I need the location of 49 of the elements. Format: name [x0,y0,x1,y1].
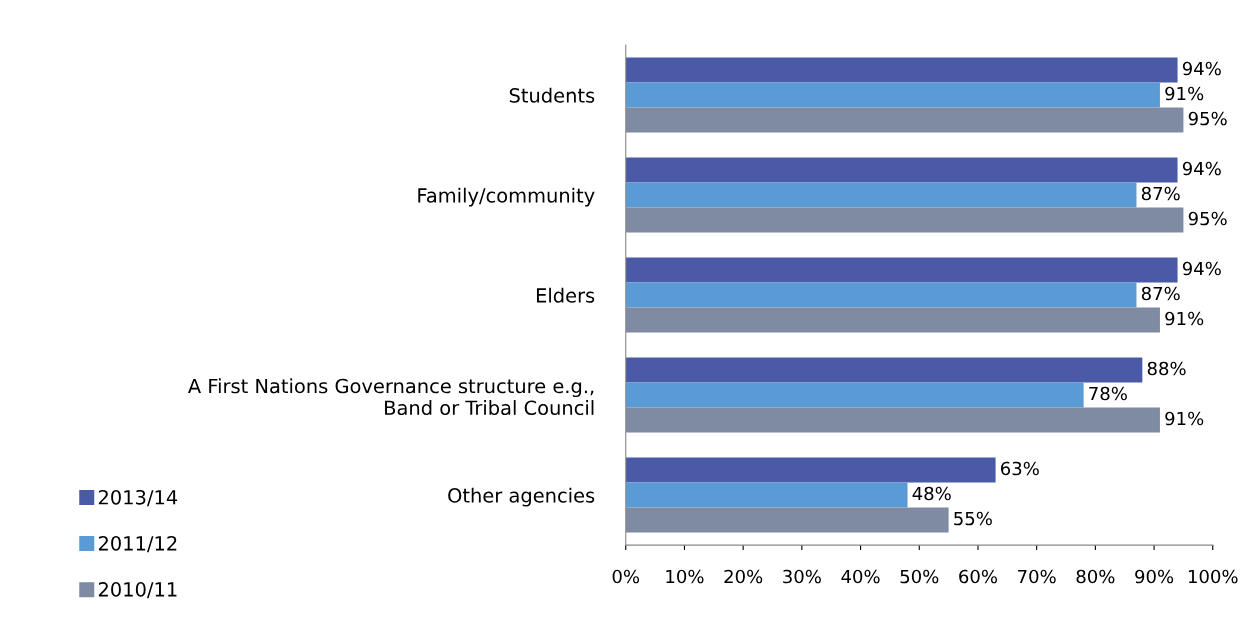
x-tick-label: 20% [724,569,763,584]
data-label: 94% [1182,261,1221,276]
bar [625,182,1137,208]
legend-label: 2013/14 [98,489,178,507]
data-label: 91% [1165,86,1204,101]
data-label: 48% [912,486,951,501]
legend-label: 2010/11 [98,582,177,599]
x-tick-label: 30% [783,569,821,584]
data-label: 94% [1182,61,1221,76]
bar [625,107,1184,133]
x-tick-label: 70% [1018,569,1056,584]
y-tick-label: Other agencies [448,487,595,507]
bar [625,257,1178,283]
bar [625,407,1160,433]
x-tick-label: 90% [1135,569,1174,584]
x-tick-label: 10% [666,569,704,584]
x-tick-label: 40% [841,569,880,584]
x-tick-label: 80% [1076,569,1115,584]
bar [625,507,949,533]
data-label: 95% [1188,111,1227,126]
bar [625,457,996,483]
bar [625,82,1160,108]
data-label: 55% [954,511,992,526]
bar [625,157,1178,183]
data-label: 63% [1001,461,1039,476]
legend-label: 2011/12 [98,535,177,553]
data-label: 78% [1089,386,1127,401]
x-tick-label: 0% [612,569,640,584]
x-tick-label: 50% [900,569,939,584]
bar [625,357,1143,383]
y-tick-label: A First Nations Governance structure e.g., Band or Tribal Council [188,378,594,416]
bar [625,382,1084,408]
data-label: 94% [1182,161,1221,176]
x-tick-label: 60% [959,569,998,584]
bar [625,482,908,508]
x-tick-label: 100% [1188,569,1238,584]
bar [625,57,1178,83]
data-label: 88% [1147,361,1186,376]
y-tick-label: Family/community [418,187,595,207]
data-label: 87% [1141,186,1180,201]
bar [625,307,1160,333]
y-tick-label: Students [509,87,595,103]
data-label: 95% [1188,211,1227,226]
bar [625,282,1137,308]
data-label: 91% [1165,411,1204,426]
data-label: 87% [1141,286,1180,301]
data-label: 91% [1165,311,1204,326]
y-tick-label: Elders [536,287,595,303]
bar [625,207,1184,233]
